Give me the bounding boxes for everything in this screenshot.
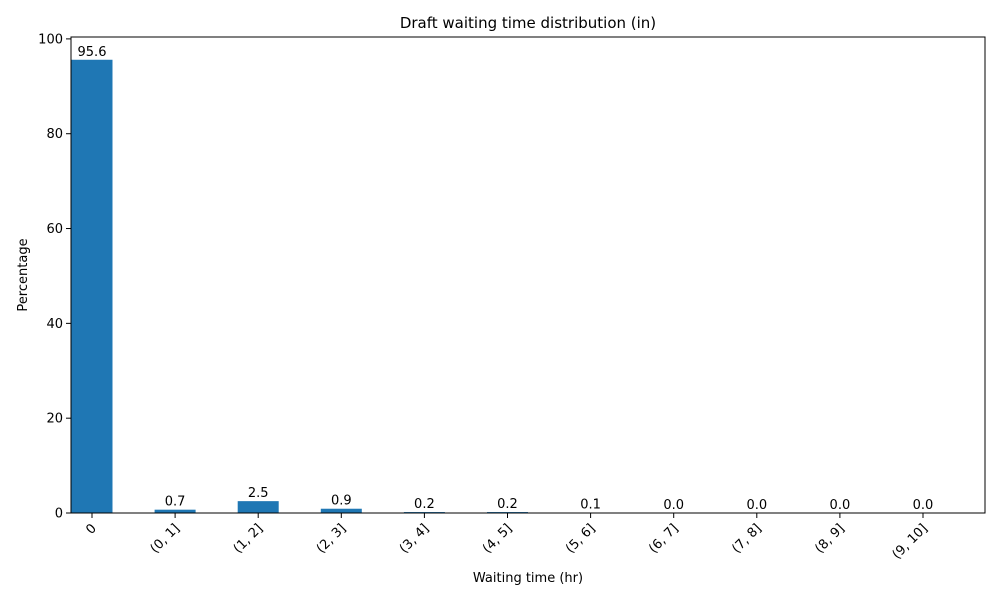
bar-value-label-4: 0.2 xyxy=(414,497,435,512)
x-tick-label-7: (6, 7] xyxy=(646,521,681,556)
x-tick-label-8: (7, 8] xyxy=(729,521,764,556)
bar-value-label-3: 0.9 xyxy=(331,494,352,509)
y-tick-label-4: 80 xyxy=(46,127,63,142)
value-labels-group: 95.6 0.7 2.5 0.9 0.2 0.2 0.1 0.0 0.0 0.0 0.0 xyxy=(78,45,934,513)
bar-value-label-6: 0.1 xyxy=(580,498,601,513)
x-tick-label-2: (1, 2] xyxy=(231,521,266,556)
bar-value-label-0: 95.6 xyxy=(78,45,107,60)
bar-value-label-2: 2.5 xyxy=(248,486,269,501)
x-axis-ticks: 0 (0, 1] (1, 2] (2, 3] (3, 4] (4, 5] (5, 6] (6,… xyxy=(83,513,931,562)
plot-area-frame xyxy=(70,36,986,514)
bars-group xyxy=(71,59,612,514)
bar-value-label-10: 0.0 xyxy=(913,498,934,513)
y-axis-label: Percentage xyxy=(16,238,31,311)
x-tick-label-1: (0, 1] xyxy=(148,521,183,556)
bar-value-label-7: 0.0 xyxy=(663,498,684,513)
y-axis-ticks: 0 20 40 60 80 100 xyxy=(38,32,71,522)
chart-title: Draft waiting time distribution (in) xyxy=(400,14,656,32)
x-tick-label-4: (3, 4] xyxy=(397,521,432,556)
bar-value-label-5: 0.2 xyxy=(497,497,518,512)
x-tick-label-3: (2, 3] xyxy=(314,521,349,556)
bar-2 xyxy=(237,501,279,513)
x-tick-label-6: (5, 6] xyxy=(563,521,598,556)
y-tick-label-3: 60 xyxy=(46,222,63,237)
x-tick-label-0: 0 xyxy=(83,521,99,537)
y-tick-label-0: 0 xyxy=(55,507,63,522)
x-tick-label-5: (4, 5] xyxy=(480,521,515,556)
bar-1 xyxy=(154,509,196,513)
y-tick-label-5: 100 xyxy=(38,32,63,47)
x-axis-label: Waiting time (hr) xyxy=(473,571,583,586)
bar-3 xyxy=(320,508,362,513)
y-tick-label-2: 40 xyxy=(46,317,63,332)
bar-0 xyxy=(71,59,113,514)
bar-value-label-8: 0.0 xyxy=(746,498,767,513)
x-tick-label-9: (8, 9] xyxy=(812,521,847,556)
y-tick-label-1: 20 xyxy=(46,412,63,427)
bar-value-label-1: 0.7 xyxy=(165,495,186,510)
bar-value-label-9: 0.0 xyxy=(830,498,851,513)
x-tick-label-10: (9, 10] xyxy=(890,521,931,562)
